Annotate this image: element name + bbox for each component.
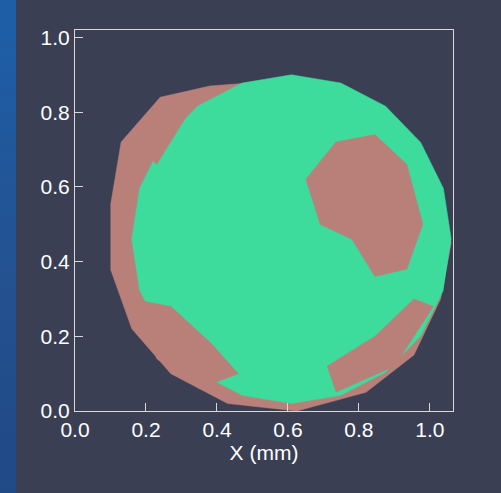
svg-text:0.8: 0.8 [344, 418, 373, 441]
svg-text:X (mm): X (mm) [230, 441, 299, 464]
svg-text:0.2: 0.2 [41, 325, 70, 348]
svg-text:0.0: 0.0 [41, 399, 70, 422]
svg-text:0.4: 0.4 [202, 418, 232, 441]
svg-text:0.6: 0.6 [41, 175, 70, 198]
svg-text:1.0: 1.0 [41, 26, 70, 49]
svg-text:0.4: 0.4 [41, 250, 71, 273]
svg-text:1.0: 1.0 [415, 418, 444, 441]
svg-text:0.8: 0.8 [41, 101, 70, 124]
svg-text:0.0: 0.0 [60, 418, 89, 441]
svg-text:0.6: 0.6 [273, 418, 302, 441]
svg-text:0.2: 0.2 [131, 418, 160, 441]
